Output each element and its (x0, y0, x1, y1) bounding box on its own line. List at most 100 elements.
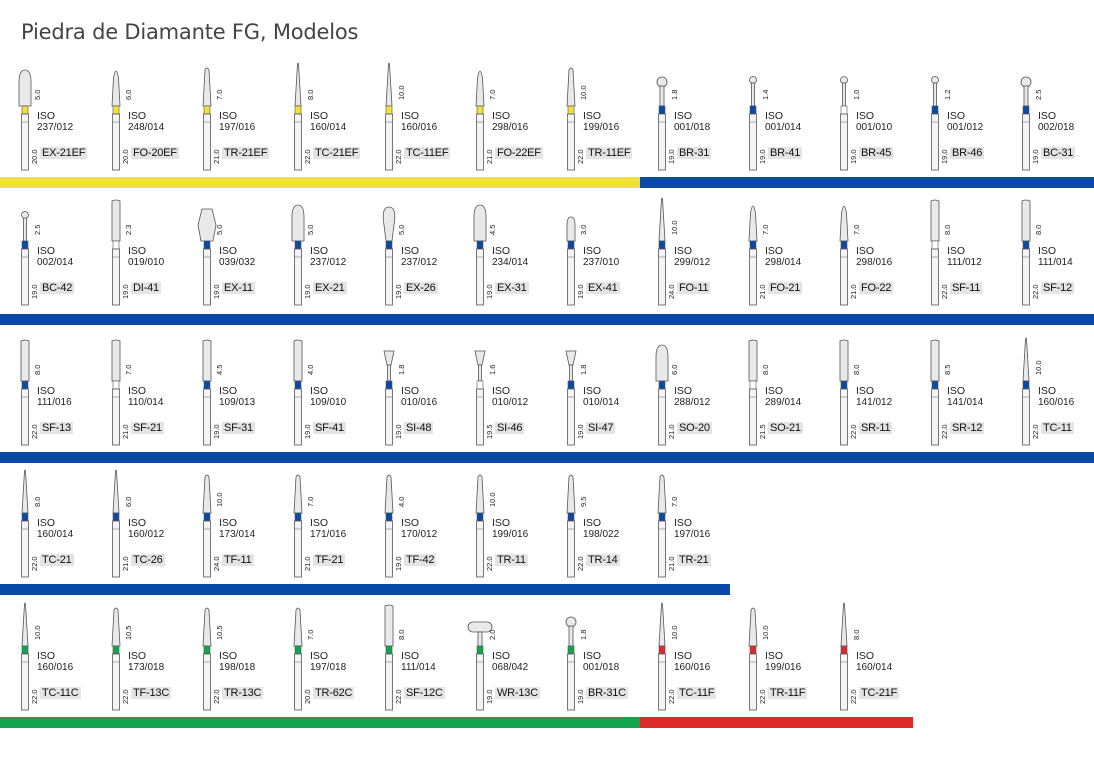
category-bar-blue (640, 177, 1094, 188)
bur-card: 1.2 ISO 001/012 19.0 BR-46 (925, 60, 1005, 180)
iso-label: ISO (856, 245, 875, 257)
iso-label: ISO (492, 517, 511, 529)
head-length: 1.8 (397, 364, 406, 375)
shank-length: 22.0 (576, 556, 585, 571)
model-label: SF-41 (313, 422, 346, 434)
iso-label: ISO (37, 110, 56, 122)
model-label: EX-41 (586, 282, 620, 294)
bur-card: 10.0 ISO 160/016 22.0 TC-11 (1016, 335, 1094, 455)
bur-card: 8.0 ISO 160/014 22.0 TC-21F (834, 600, 914, 720)
iso-code: ISO 160/016 (1038, 385, 1074, 409)
iso-label: ISO (37, 650, 56, 662)
iso-number: 002/014 (37, 257, 74, 268)
model-label: SF-12C (404, 687, 445, 699)
bur-card: 1.8 ISO 001/018 19.0 BR-31 (652, 60, 732, 180)
bur-card: 4.5 ISO 234/014 19.0 EX-31 (470, 195, 550, 315)
head-length: 10.5 (124, 625, 133, 640)
iso-code: ISO 298/014 (765, 245, 801, 269)
bur-row: 5.0 ISO 237/012 20.0 EX-21EF 6.0 ISO 248/014 20.… (0, 60, 1094, 220)
iso-code: ISO 002/018 (1038, 110, 1074, 134)
shank-length: 19.0 (394, 556, 403, 571)
iso-code: ISO 111/014 (1038, 245, 1073, 269)
iso-label: ISO (401, 385, 420, 397)
bur-card: 4.0 ISO 170/012 19.0 TF-42 (379, 467, 459, 587)
bur-card: 7.0 ISO 110/014 21.0 SF-21 (106, 335, 186, 455)
bur-icon (839, 205, 849, 306)
iso-number: 160/016 (401, 122, 438, 133)
head-length: 4.5 (488, 224, 497, 235)
bur-card: 7.0 ISO 197/016 21.0 TR-21 (652, 467, 732, 587)
iso-number: 160/016 (37, 662, 74, 673)
bur-card: 6.0 ISO 288/012 21.0 SO-20 (652, 335, 732, 455)
bur-card: 4.0 ISO 109/010 19.0 SF-41 (288, 335, 368, 455)
iso-code: ISO 010/014 (583, 385, 619, 409)
iso-number: 237/012 (310, 257, 347, 268)
iso-label: ISO (37, 245, 56, 257)
bur-icon (112, 469, 120, 578)
bur-card: 5.0 ISO 237/012 20.0 EX-21EF (15, 60, 95, 180)
model-label: SR-12 (950, 422, 985, 434)
model-label: SF-11 (950, 282, 983, 294)
bur-icon (383, 350, 395, 446)
iso-label: ISO (583, 385, 602, 397)
head-length: 8.5 (943, 364, 952, 375)
shank-length: 24.0 (667, 284, 676, 299)
iso-code: ISO 109/010 (310, 385, 346, 409)
bur-icon (566, 216, 576, 306)
head-length: 7.0 (761, 224, 770, 235)
iso-code: ISO 197/018 (310, 650, 346, 674)
shank-length: 21.0 (212, 149, 221, 164)
shank-length: 21.0 (121, 424, 130, 439)
head-length: 8.0 (306, 89, 315, 100)
iso-number: 111/016 (37, 397, 72, 408)
bur-icon (1021, 199, 1031, 306)
model-label: TR-14 (586, 554, 620, 566)
iso-number: 173/018 (128, 662, 165, 673)
iso-number: 289/014 (765, 397, 802, 408)
bur-icon (475, 70, 485, 171)
bur-card: 8.0 ISO 160/014 22.0 TC-21 (15, 467, 95, 587)
bur-card: 1.8 ISO 001/018 19.0 BR-31C (561, 600, 641, 720)
bur-card: 8.0 ISO 111/014 22.0 SF-12C (379, 600, 459, 720)
bur-card: 7.0 ISO 298/016 21.0 FO-22 (834, 195, 914, 315)
head-length: 8.0 (943, 224, 952, 235)
model-label: SF-21 (131, 422, 164, 434)
model-label: SR-11 (859, 422, 893, 434)
shank-length: 19.0 (576, 424, 585, 439)
iso-code: ISO 109/013 (219, 385, 255, 409)
head-length: 10.0 (761, 625, 770, 640)
model-label: FO-21 (768, 282, 803, 294)
page-title: Piedra de Diamante FG, Modelos (21, 20, 359, 44)
iso-number: 198/022 (583, 529, 620, 540)
shank-length: 19.0 (758, 149, 767, 164)
shank-length: 22.0 (849, 424, 858, 439)
model-label: EX-21EF (40, 147, 88, 159)
bur-icon (931, 76, 939, 171)
shank-length: 19.0 (849, 149, 858, 164)
head-length: 8.0 (33, 364, 42, 375)
iso-label: ISO (583, 650, 602, 662)
bur-icon (566, 67, 576, 171)
bur-card: 1.4 ISO 001/014 19.0 BR-41 (743, 60, 823, 180)
bur-icon (384, 474, 394, 578)
iso-number: 109/010 (310, 397, 347, 408)
shank-length: 22.0 (1031, 284, 1040, 299)
iso-label: ISO (310, 245, 329, 257)
iso-number: 110/014 (128, 397, 164, 408)
iso-label: ISO (856, 650, 875, 662)
shank-length: 22.0 (30, 689, 39, 704)
shank-length: 19.0 (394, 284, 403, 299)
head-length: 6.0 (670, 364, 679, 375)
category-bar-blue (0, 314, 1094, 325)
bur-card: 5.0 ISO 237/012 19.0 EX-21 (288, 195, 368, 315)
bur-card: 2.5 ISO 002/014 19.0 BC-42 (15, 195, 95, 315)
iso-label: ISO (219, 385, 238, 397)
bur-icon (473, 204, 487, 306)
head-length: 5.0 (33, 89, 42, 100)
bur-icon (656, 76, 668, 171)
bur-icon (111, 607, 121, 711)
shank-length: 21.0 (849, 284, 858, 299)
model-label: TF-21 (313, 554, 346, 566)
iso-code: ISO 160/016 (401, 110, 437, 134)
shank-length: 19.0 (485, 284, 494, 299)
